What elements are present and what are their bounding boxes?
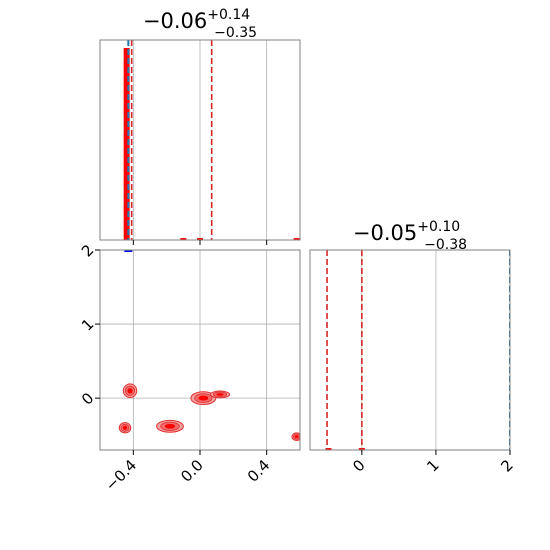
histogram-frame [309, 249, 511, 451]
param2-title: −0.05+0.10 −0.38 [353, 219, 467, 253]
density-contour-inner [122, 425, 128, 430]
x-tick-label: 0.4 [244, 456, 274, 486]
density-contour-inner [216, 393, 224, 396]
y-tick-label: 0 [78, 389, 97, 408]
x-tick-label: 1 [423, 456, 442, 475]
x-tick-label: −0.4 [102, 456, 140, 494]
density-contour-inner [164, 423, 176, 429]
density-contour-inner [294, 435, 299, 439]
marginal-histogram-param2: 0 1 2 −0.05+0.10 −0.38 [309, 219, 517, 476]
density-contour-inner [127, 388, 133, 394]
x-tick-label: 0.0 [177, 456, 207, 486]
x-tick-label: 2 [497, 456, 516, 475]
joint-density-panel: −0.4 0.0 0.4 0 1 2 [78, 241, 301, 495]
histogram-bar [123, 48, 130, 240]
y-tick-label: 1 [78, 315, 97, 334]
marginal-histogram-param1: −0.06+0.14 −0.35 [99, 7, 301, 245]
param1-title: −0.06+0.14 −0.35 [143, 7, 257, 41]
histogram-bar [197, 238, 203, 240]
density-contour-inner [198, 395, 209, 401]
histogram-bar [180, 238, 187, 240]
y-tick-label: 2 [78, 241, 97, 260]
histogram-bar [325, 448, 332, 450]
x-tick-label: 0 [349, 456, 368, 475]
truth-marker [124, 250, 133, 252]
histogram-bar [293, 238, 300, 240]
